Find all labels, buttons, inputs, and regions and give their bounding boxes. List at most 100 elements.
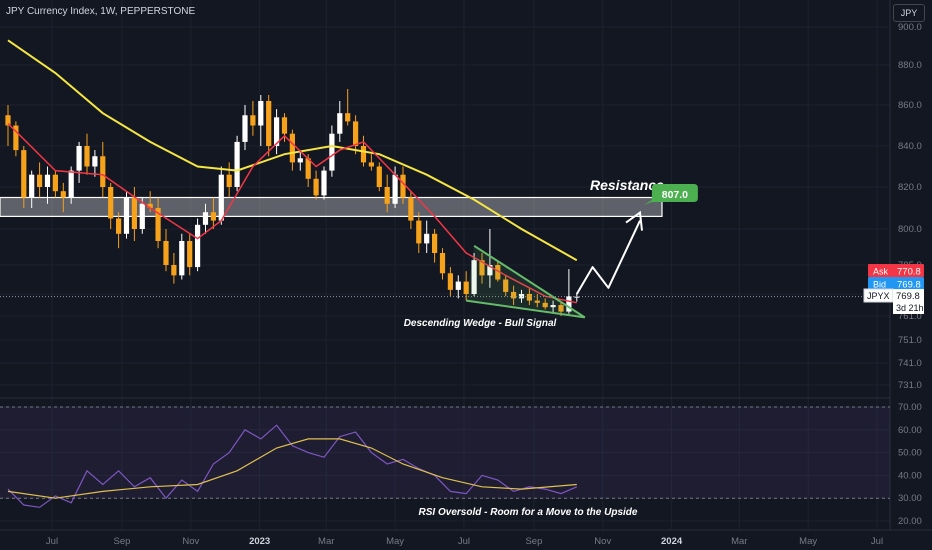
candle-body [392, 174, 398, 204]
candle-body [360, 146, 367, 163]
candle-body [384, 187, 390, 204]
candle-body [416, 220, 422, 244]
candle-body [210, 212, 216, 221]
candle-body [408, 197, 414, 221]
candle-body [52, 174, 58, 192]
price-tick-label: 840.0 [898, 141, 922, 152]
candle-body [400, 174, 406, 198]
candle-body [329, 133, 335, 171]
ask-bg [868, 264, 924, 277]
candle-body [566, 296, 572, 312]
candle-body [60, 191, 66, 198]
candle-body [479, 260, 485, 276]
candle-body [297, 158, 303, 163]
candle-body [171, 265, 177, 276]
candle-body [155, 208, 161, 241]
candle-body [439, 253, 446, 274]
rsi-band-fill [0, 407, 890, 499]
projection-path [575, 220, 641, 295]
rsi-lines [7, 424, 578, 508]
candle-body [250, 115, 256, 126]
candle-body [337, 113, 343, 134]
time-tick-label: Jul [46, 536, 58, 547]
projection-arrow [575, 210, 643, 295]
axes: 900.0880.0860.0840.0820.0800.0785.0771.0… [46, 22, 922, 547]
time-tick-label: Jul [458, 536, 470, 547]
rsi-tick-label: 70.00 [898, 402, 922, 413]
candle-body [108, 187, 114, 219]
candle-body [36, 174, 43, 187]
moving-averages [0, 39, 890, 304]
ema-slow-line [7, 39, 578, 262]
candle-body [92, 156, 98, 167]
candle-body [44, 174, 51, 187]
chart-title: JPY Currency Index, 1W, PEPPERSTONE [6, 6, 196, 17]
arrow-head [625, 210, 643, 231]
rsi-tick-label: 20.00 [898, 516, 922, 527]
rsi-tick-label: 30.00 [898, 493, 922, 504]
time-tick-label: May [386, 536, 404, 547]
candle-body [526, 294, 532, 301]
candle-body [550, 305, 556, 308]
candle-body [179, 241, 185, 276]
price-tick-label: 761.0 [898, 311, 922, 322]
candle-body [194, 224, 201, 268]
time-tick-label: Sep [525, 536, 542, 547]
time-tick-label: Nov [594, 536, 611, 547]
ask-label: Ask [873, 267, 889, 277]
candle-body [76, 146, 82, 171]
last-value: 769.8 [896, 291, 920, 302]
candle-body [84, 146, 90, 167]
price-tick-label: 751.0 [898, 335, 922, 346]
candle-body [321, 170, 327, 196]
time-tick-label: Jul [871, 536, 883, 547]
candle-body [471, 260, 477, 294]
rsi-tick-label: 40.00 [898, 470, 922, 481]
bid-bg [868, 277, 924, 290]
price-tick-label: 731.0 [898, 380, 922, 391]
candle-body [29, 174, 35, 198]
candle-body [202, 212, 209, 225]
candle-body [281, 117, 288, 134]
price-tick-label: 741.0 [898, 358, 922, 369]
time-tick-label: May [799, 536, 817, 547]
time-tick-label: Sep [114, 536, 131, 547]
time-tick-label: 2024 [661, 536, 683, 547]
candle-body [558, 305, 564, 312]
candle-body [68, 170, 74, 198]
price-tick-label: 880.0 [898, 60, 922, 71]
candle-body [503, 279, 509, 292]
resistance-zone [0, 196, 663, 217]
candle-body [313, 178, 319, 196]
resistance-rect [0, 196, 663, 217]
candle-body [463, 281, 469, 294]
candle-body [305, 158, 311, 179]
candle-body [534, 300, 540, 303]
price-tick-label: 900.0 [898, 22, 922, 33]
wedge [466, 244, 586, 319]
candle-body [266, 101, 272, 146]
candle-body [131, 197, 137, 229]
bid-label: Bid [873, 280, 886, 290]
candle-body [447, 273, 453, 290]
candle-body [345, 113, 351, 122]
candle-body [218, 174, 224, 221]
last-bg [893, 289, 924, 314]
candle-body [226, 174, 232, 187]
candle-body [455, 281, 461, 290]
rsi-tick-label: 50.00 [898, 448, 922, 459]
ask-value: 770.8 [897, 267, 921, 278]
candle-body [273, 117, 280, 146]
candle-body [542, 302, 548, 308]
candle-body [258, 101, 264, 126]
time-tick-label: Mar [318, 536, 334, 547]
candle-body [487, 265, 493, 276]
target-badge [643, 184, 698, 205]
target-value: 807.0 [662, 189, 688, 201]
rsi-band [0, 406, 890, 499]
candle-body [163, 241, 169, 265]
currency-button[interactable]: JPY [893, 4, 925, 22]
